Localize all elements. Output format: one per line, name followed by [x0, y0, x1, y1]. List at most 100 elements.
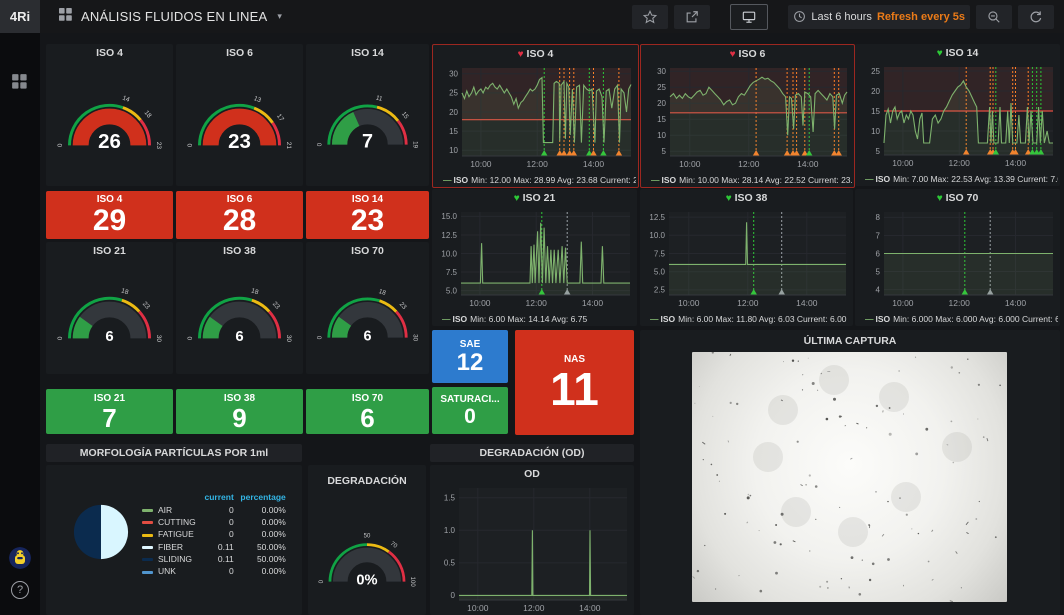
stat-iso70[interactable]: ISO 70 6 — [306, 389, 429, 434]
col-current[interactable]: current — [204, 492, 234, 503]
svg-text:1.0: 1.0 — [444, 526, 456, 535]
svg-text:6: 6 — [363, 328, 371, 344]
chevron-down-icon[interactable]: ▾ — [277, 11, 282, 21]
svg-text:14:00: 14:00 — [796, 298, 818, 308]
user-avatar[interactable] — [9, 547, 31, 569]
svg-text:10:00: 10:00 — [679, 159, 701, 169]
ok-heart-icon: ♥ — [936, 193, 943, 204]
stat-iso6[interactable]: ISO 6 28 — [176, 191, 303, 239]
panel-title[interactable]: ♥ ISO 38 — [725, 192, 768, 204]
stat-value: 9 — [232, 402, 247, 433]
stat-iso4[interactable]: ISO 4 29 — [46, 191, 173, 239]
refresh-interval-label: Refresh every 5s — [876, 10, 965, 23]
svg-text:10:00: 10:00 — [469, 298, 491, 308]
svg-text:6: 6 — [876, 249, 881, 258]
side-menu: ? — [0, 33, 40, 615]
svg-text:30: 30 — [657, 67, 666, 76]
series-swatch — [142, 570, 153, 574]
iso70-chart-plot[interactable]: 4 5 6 7 8 10:00 12:00 14:00 — [857, 209, 1058, 308]
row-header-morfologia[interactable]: MORFOLOGÍA PARTÍCULAS POR 1ml — [46, 444, 302, 462]
od-chart-plot[interactable]: 0 0.5 1.0 1.5 10:00 12:00 14:00 — [432, 485, 632, 613]
stat-title: SAE — [459, 338, 481, 350]
stat-nas[interactable]: NAS 11 — [515, 330, 634, 435]
panel-title[interactable]: OD — [524, 468, 540, 480]
svg-text:10.0: 10.0 — [441, 249, 457, 258]
legend-row-sliding[interactable]: SLIDING 0.11 50.00% — [142, 553, 286, 565]
panel-title[interactable]: ISO 14 — [351, 47, 384, 59]
chart-legend[interactable]: — ISO Min: 6.00 Max: 11.80 Avg: 6.03 Curre… — [650, 314, 847, 324]
iso14-chart-plot[interactable]: 5 10 15 20 25 10:00 12:00 14:00 — [857, 64, 1058, 168]
share-button[interactable] — [674, 4, 711, 29]
panel-title[interactable]: ♥ ISO 21 — [513, 192, 556, 204]
panel-title[interactable]: ♥ ISO 6 — [729, 48, 766, 60]
panel-title[interactable]: DEGRADACIÓN — [327, 475, 407, 487]
dashboards-menu-icon[interactable] — [11, 73, 28, 95]
chart-legend[interactable]: — ISO Min: 6.00 Max: 14.14 Avg: 6.75 — [442, 314, 588, 324]
stat-saturacion[interactable]: SATURACI... 0 — [432, 387, 508, 434]
panel-title[interactable]: ISO 6 — [226, 47, 253, 59]
row-header-degradacion-od[interactable]: DEGRADACIÓN (OD) — [430, 444, 634, 462]
zoom-out-button[interactable] — [976, 4, 1012, 29]
stat-sae[interactable]: SAE 12 — [432, 330, 508, 383]
panel-title[interactable]: ÚLTIMA CAPTURA — [803, 335, 897, 347]
svg-text:50: 50 — [364, 534, 371, 540]
panel-title[interactable]: ISO 70 — [351, 245, 384, 257]
legend-row-cutting[interactable]: CUTTING 0 0.00% — [142, 516, 286, 528]
org-logo[interactable]: 4Ri — [0, 0, 40, 33]
stat-iso21[interactable]: ISO 21 7 — [46, 389, 173, 434]
tv-kiosk-button[interactable] — [730, 3, 769, 30]
legend-row-fiber[interactable]: FIBER 0.11 50.00% — [142, 541, 286, 553]
panel-chart-iso70: ♥ ISO 70 4 5 6 7 8 10:00 12:00 14:00 — ISO Min: 6.… — [855, 189, 1060, 326]
stat-iso38[interactable]: ISO 38 9 — [176, 389, 303, 434]
svg-text:0%: 0% — [356, 572, 377, 588]
dashboard-title[interactable]: ANÁLISIS FLUIDOS EN LINEA — [81, 9, 268, 24]
stat-title: NAS — [563, 353, 586, 365]
star-button[interactable] — [632, 4, 669, 29]
gauge-iso21: 0 18 23 30 6 — [49, 266, 170, 366]
panel-title[interactable]: ISO 38 — [223, 245, 256, 257]
svg-text:15: 15 — [871, 107, 880, 116]
panel-chart-od: OD 0 0.5 1.0 1.5 10:00 12:00 14:00 — [430, 465, 634, 615]
panel-title[interactable]: ♥ ISO 4 — [517, 48, 554, 60]
svg-text:12:00: 12:00 — [949, 298, 971, 308]
chart-legend[interactable]: — ISO Min: 10.00 Max: 28.14 Avg: 22.52 Cur… — [651, 175, 852, 185]
iso6-chart-plot[interactable]: 5 10 15 20 25 30 10:00 12:00 14:00 — [643, 65, 852, 169]
panel-title[interactable]: ♥ ISO 70 — [936, 192, 979, 204]
stat-iso14[interactable]: ISO 14 23 — [306, 191, 429, 239]
chart-legend[interactable]: — ISO Min: 7.00 Max: 22.53 Avg: 13.39 Curr… — [865, 174, 1058, 184]
panel-gauge-iso21: ISO 21 0 18 23 30 6 — [46, 242, 173, 374]
panel-title[interactable]: ISO 4 — [96, 47, 123, 59]
morfologia-pie-chart[interactable] — [72, 503, 130, 561]
chart-legend[interactable]: — ISO Min: 12.00 Max: 28.99 Avg: 23.68 Cur… — [443, 175, 636, 185]
svg-text:0: 0 — [317, 335, 324, 339]
svg-text:8: 8 — [876, 213, 881, 222]
help-icon[interactable]: ? — [11, 581, 29, 599]
svg-text:15.0: 15.0 — [441, 212, 457, 221]
iso38-chart-plot[interactable]: 2.5 5.0 7.5 10.0 12.5 10:00 12:00 14:00 — [642, 209, 851, 308]
panel-title[interactable]: ♥ ISO 14 — [936, 47, 979, 59]
svg-text:17: 17 — [275, 113, 285, 123]
legend-row-unk[interactable]: UNK 0 0.00% — [142, 565, 286, 577]
iso4-chart-plot[interactable]: 10 15 20 25 30 10:00 12:00 14:00 — [435, 65, 636, 169]
svg-text:0: 0 — [187, 336, 194, 340]
stat-value: 0 — [464, 405, 476, 429]
legend-row-fatigue[interactable]: FATIGUE 0 0.00% — [142, 528, 286, 540]
dashboard-grid-icon[interactable] — [58, 7, 73, 27]
chart-legend[interactable]: — ISO Min: 6.000 Max: 6.000 Avg: 6.000 Cur… — [865, 314, 1058, 324]
svg-text:5: 5 — [662, 147, 667, 156]
svg-text:70: 70 — [389, 541, 398, 550]
svg-text:0: 0 — [187, 143, 194, 147]
legend-row-air[interactable]: AIR 0 0.00% — [142, 503, 286, 515]
svg-text:15: 15 — [400, 111, 410, 121]
panel-title[interactable]: ISO 21 — [93, 245, 126, 257]
svg-text:5: 5 — [876, 147, 881, 156]
iso21-chart-plot[interactable]: 5.0 7.5 10.0 12.5 15.0 10:00 12:00 14:00 — [434, 209, 635, 308]
refresh-button[interactable] — [1018, 4, 1054, 29]
svg-text:10:00: 10:00 — [467, 603, 489, 613]
panel-gauge-iso6: ISO 6 0 13 17 21 23 — [176, 44, 303, 186]
svg-text:30: 30 — [285, 335, 292, 343]
col-percentage[interactable]: percentage — [240, 492, 286, 503]
time-picker-button[interactable]: Last 6 hours Refresh every 5s — [788, 4, 970, 29]
microscope-capture-image — [692, 351, 1007, 603]
